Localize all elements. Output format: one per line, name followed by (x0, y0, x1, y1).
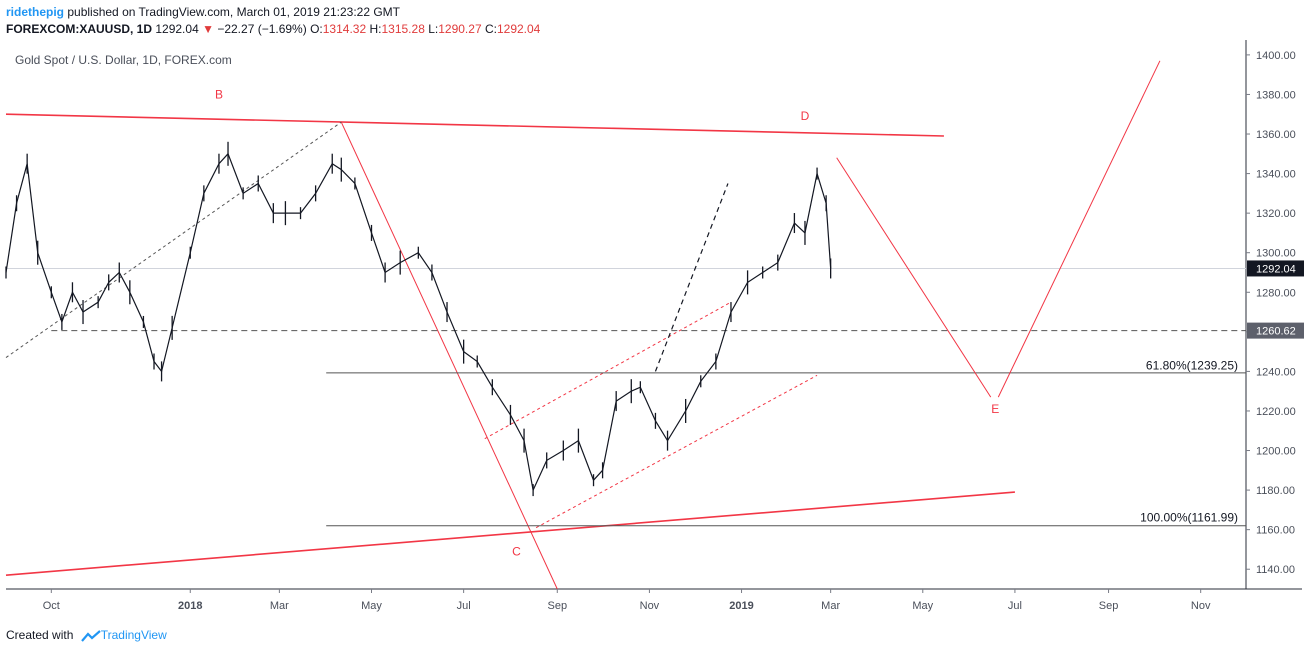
low-value: 1290.27 (438, 22, 482, 36)
x-tick-label: Nov (1191, 600, 1211, 612)
price-chart[interactable]: 1140.00 1160.00 1180.00 1200.00 1220.00 1240.… (0, 40, 1310, 622)
channel-lower (535, 374, 818, 529)
high-label: H: (369, 22, 382, 36)
y-tick-label: 1160.00 (1256, 525, 1295, 537)
y-tick-label: 1400.00 (1256, 50, 1296, 62)
down-arrow-icon: ▼ (202, 22, 214, 36)
x-tick-label: Mar (821, 600, 840, 612)
y-tick-label: 1360.00 (1256, 129, 1296, 141)
publish-info: ridethepig published on TradingView.com,… (6, 5, 400, 19)
low-label: L: (428, 22, 439, 36)
lower-trendline (5, 491, 1015, 576)
last-price: 1292.04 (155, 22, 199, 36)
tradingview-link[interactable]: TradingView (100, 628, 167, 642)
symbol-info: FOREXCOM:XAUUSD, 1D 1292.04 ▼ −22.27 (−1… (6, 22, 540, 36)
y-tick-label: 1220.00 (1256, 406, 1296, 418)
decline-line (340, 121, 558, 590)
author-link[interactable]: ridethepig (6, 5, 65, 19)
close-label: C: (484, 22, 497, 36)
price-tag-label: 1260.62 (1256, 326, 1296, 338)
y-tick-label: 1380.00 (1256, 89, 1296, 101)
y-axis: 1140.00 1160.00 1180.00 1200.00 1220.00 1240.… (1246, 50, 1304, 576)
tradingview-logo-icon[interactable] (80, 630, 101, 642)
wave-label: E (991, 402, 999, 416)
x-tick-label: 2018 (178, 600, 202, 612)
close-value: 1292.04 (496, 22, 541, 36)
published-text: published on TradingView.com, March 01, … (67, 5, 401, 19)
y-tick-label: 1240.00 (1256, 366, 1296, 378)
wave-label: D (801, 109, 810, 123)
x-tick-label: Jul (1008, 600, 1022, 612)
open-value: 1314.32 (322, 22, 367, 36)
symbol-label: FOREXCOM:XAUUSD, 1D (6, 22, 153, 36)
upper-trendline (5, 113, 944, 137)
x-tick-label: Jul (457, 600, 471, 612)
fib-label: 100.00%(1161.99) (1140, 511, 1238, 525)
high-value: 1315.28 (381, 22, 425, 36)
chart-title: Gold Spot / U.S. Dollar, 1D, FOREX.com (15, 53, 232, 67)
price-line (5, 152, 832, 493)
y-tick-label: 1340.00 (1256, 169, 1296, 181)
price-tag-label: 1292.04 (1256, 263, 1296, 275)
y-tick-label: 1200.00 (1256, 446, 1296, 458)
y-tick-label: 1320.00 (1256, 208, 1296, 220)
footer: Created with TradingView (6, 628, 167, 642)
chart-drawings (5, 60, 1246, 590)
x-axis: Oct 2018 Mar May Jul Sep Nov 2019 Mar May Jul Sep No… (43, 589, 1211, 612)
created-with-text: Created with (6, 628, 74, 642)
projection-down (836, 157, 992, 398)
fib-label: 61.80%(1239.25) (1146, 358, 1238, 372)
x-tick-label: Nov (640, 600, 660, 612)
chart-frame (6, 40, 1302, 590)
wave-label: B (215, 87, 223, 101)
x-tick-label: May (361, 600, 382, 612)
x-tick-label: Sep (547, 600, 567, 612)
chart-annotations: B D C E 61.80%(1239.25) 100.00%(1161.99) (215, 87, 1238, 558)
wave-label: C (512, 544, 521, 558)
price-tag-bg (1247, 322, 1304, 339)
price-change: −22.27 (−1.69%) (217, 22, 307, 36)
projection-up (997, 60, 1161, 398)
x-tick-label: Sep (1099, 600, 1119, 612)
open-label: O: (310, 22, 323, 36)
price-series (5, 141, 832, 497)
y-tick-label: 1140.00 (1256, 564, 1295, 576)
x-tick-label: 2019 (729, 600, 753, 612)
x-tick-label: Oct (43, 600, 60, 612)
x-tick-label: May (912, 600, 933, 612)
y-tick-label: 1300.00 (1256, 248, 1296, 260)
channel-upper (484, 301, 732, 440)
y-tick-label: 1180.00 (1256, 485, 1295, 497)
x-tick-label: Mar (270, 600, 289, 612)
breakout-line (654, 183, 729, 372)
price-tag-bg (1247, 260, 1304, 277)
y-tick-label: 1280.00 (1256, 287, 1296, 299)
